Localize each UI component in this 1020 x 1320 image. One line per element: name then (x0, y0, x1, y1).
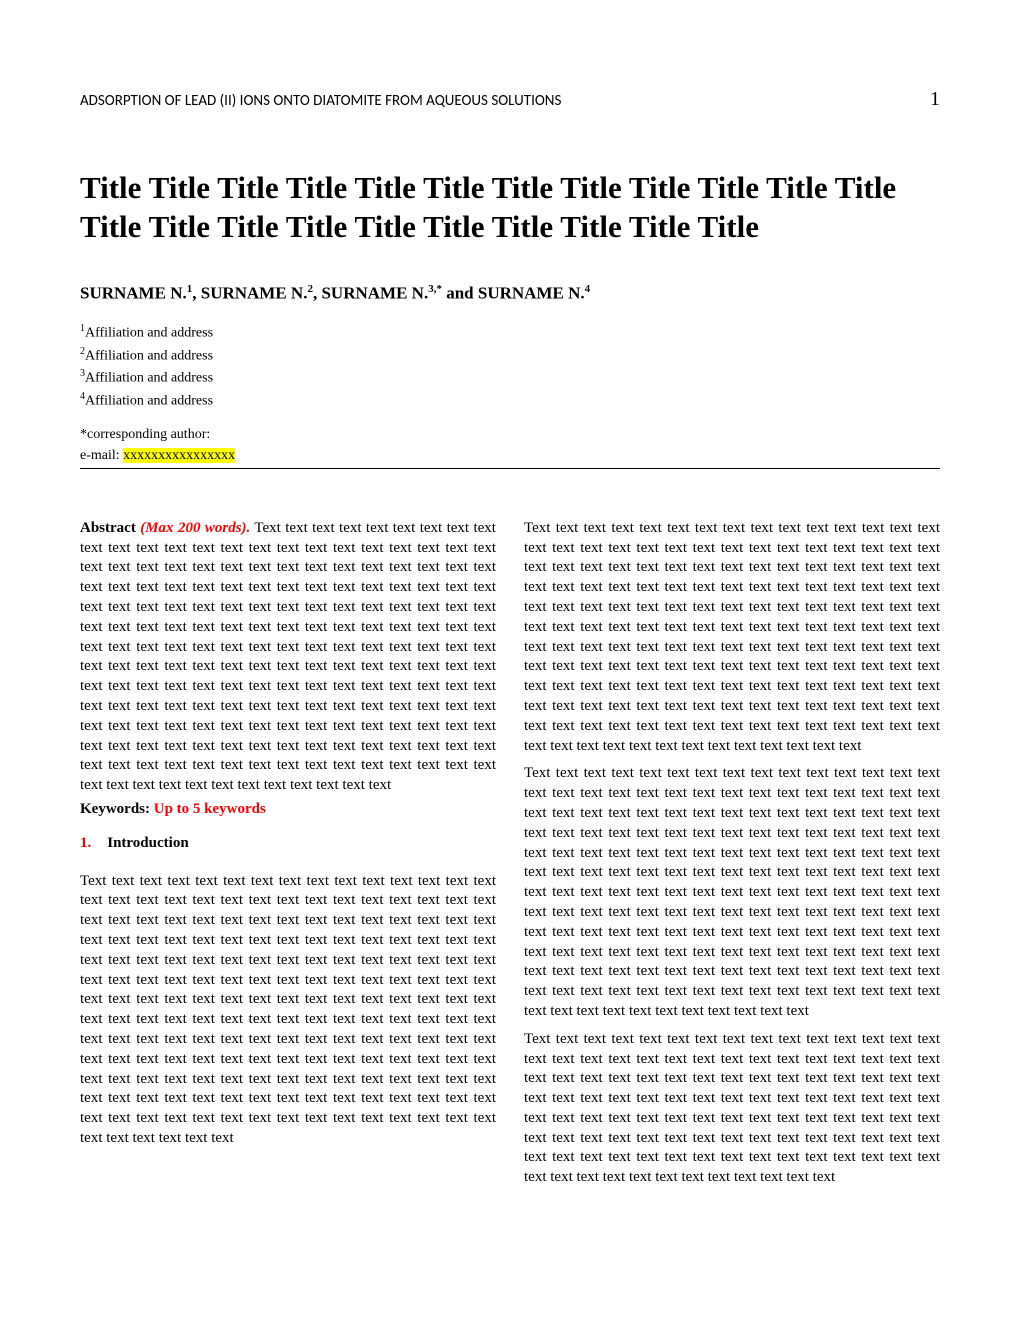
abstract-max-words: (Max 200 words). (140, 520, 250, 536)
body-columns: Abstract (Max 200 words). Text text text… (80, 519, 940, 1188)
article-title: Title Title Title Title Title Title Titl… (80, 169, 940, 247)
abstract-text: Text text text text text text text text … (80, 520, 496, 793)
affiliation-3: 3Affiliation and address (80, 366, 940, 389)
aff-2-text: Affiliation and address (85, 348, 213, 363)
abstract-paragraph: Abstract (Max 200 words). Text text text… (80, 519, 496, 796)
running-header: ADSORPTION OF LEAD (II) IONS ONTO DIATOM… (80, 88, 940, 111)
author-4: SURNAME N. (478, 283, 585, 302)
affiliations-block: 1Affiliation and address 2Affiliation an… (80, 321, 940, 412)
authors-line: SURNAME N.1, SURNAME N.2, SURNAME N.3,* … (80, 283, 940, 304)
corresponding-author-block: *corresponding author: e-mail: xxxxxxxxx… (80, 424, 940, 466)
divider-line (80, 468, 940, 469)
author-3-sup: 3,* (428, 283, 442, 295)
section-1-heading: 1. Introduction (80, 834, 496, 854)
section-1-title: Introduction (107, 835, 188, 851)
running-title: ADSORPTION OF LEAD (II) IONS ONTO DIATOM… (80, 92, 561, 110)
affiliation-2: 2Affiliation and address (80, 344, 940, 367)
author-4-sup: 4 (585, 283, 591, 295)
page-number: 1 (930, 88, 940, 111)
aff-1-text: Affiliation and address (85, 326, 213, 341)
affiliation-1: 1Affiliation and address (80, 321, 940, 344)
keywords-label: Keywords: (80, 801, 154, 817)
abstract-label: Abstract (80, 520, 140, 536)
intro-para-4: Text text text text text text text text … (524, 1030, 940, 1188)
email-value: xxxxxxxxxxxxxxxx (123, 448, 235, 463)
corresponding-email-line: e-mail: xxxxxxxxxxxxxxxx (80, 445, 940, 466)
author-1: SURNAME N. (80, 283, 187, 302)
keywords-value: Up to 5 keywords (154, 801, 266, 817)
keywords-line: Keywords: Up to 5 keywords (80, 800, 496, 820)
corresponding-label: *corresponding author: (80, 424, 940, 445)
affiliation-4: 4Affiliation and address (80, 389, 940, 412)
author-sep-3: and (442, 283, 478, 302)
intro-para-2: Text text text text text text text text … (524, 519, 940, 757)
author-2: SURNAME N. (201, 283, 308, 302)
intro-para-1: Text text text text text text text text … (80, 872, 496, 1149)
email-label: e-mail: (80, 448, 123, 463)
intro-para-3: Text text text text text text text text … (524, 764, 940, 1021)
aff-3-text: Affiliation and address (85, 371, 213, 386)
author-sep-1: , (192, 283, 201, 302)
section-1-number: 1. (80, 835, 91, 851)
aff-4-text: Affiliation and address (85, 394, 213, 409)
author-3: SURNAME N. (321, 283, 428, 302)
